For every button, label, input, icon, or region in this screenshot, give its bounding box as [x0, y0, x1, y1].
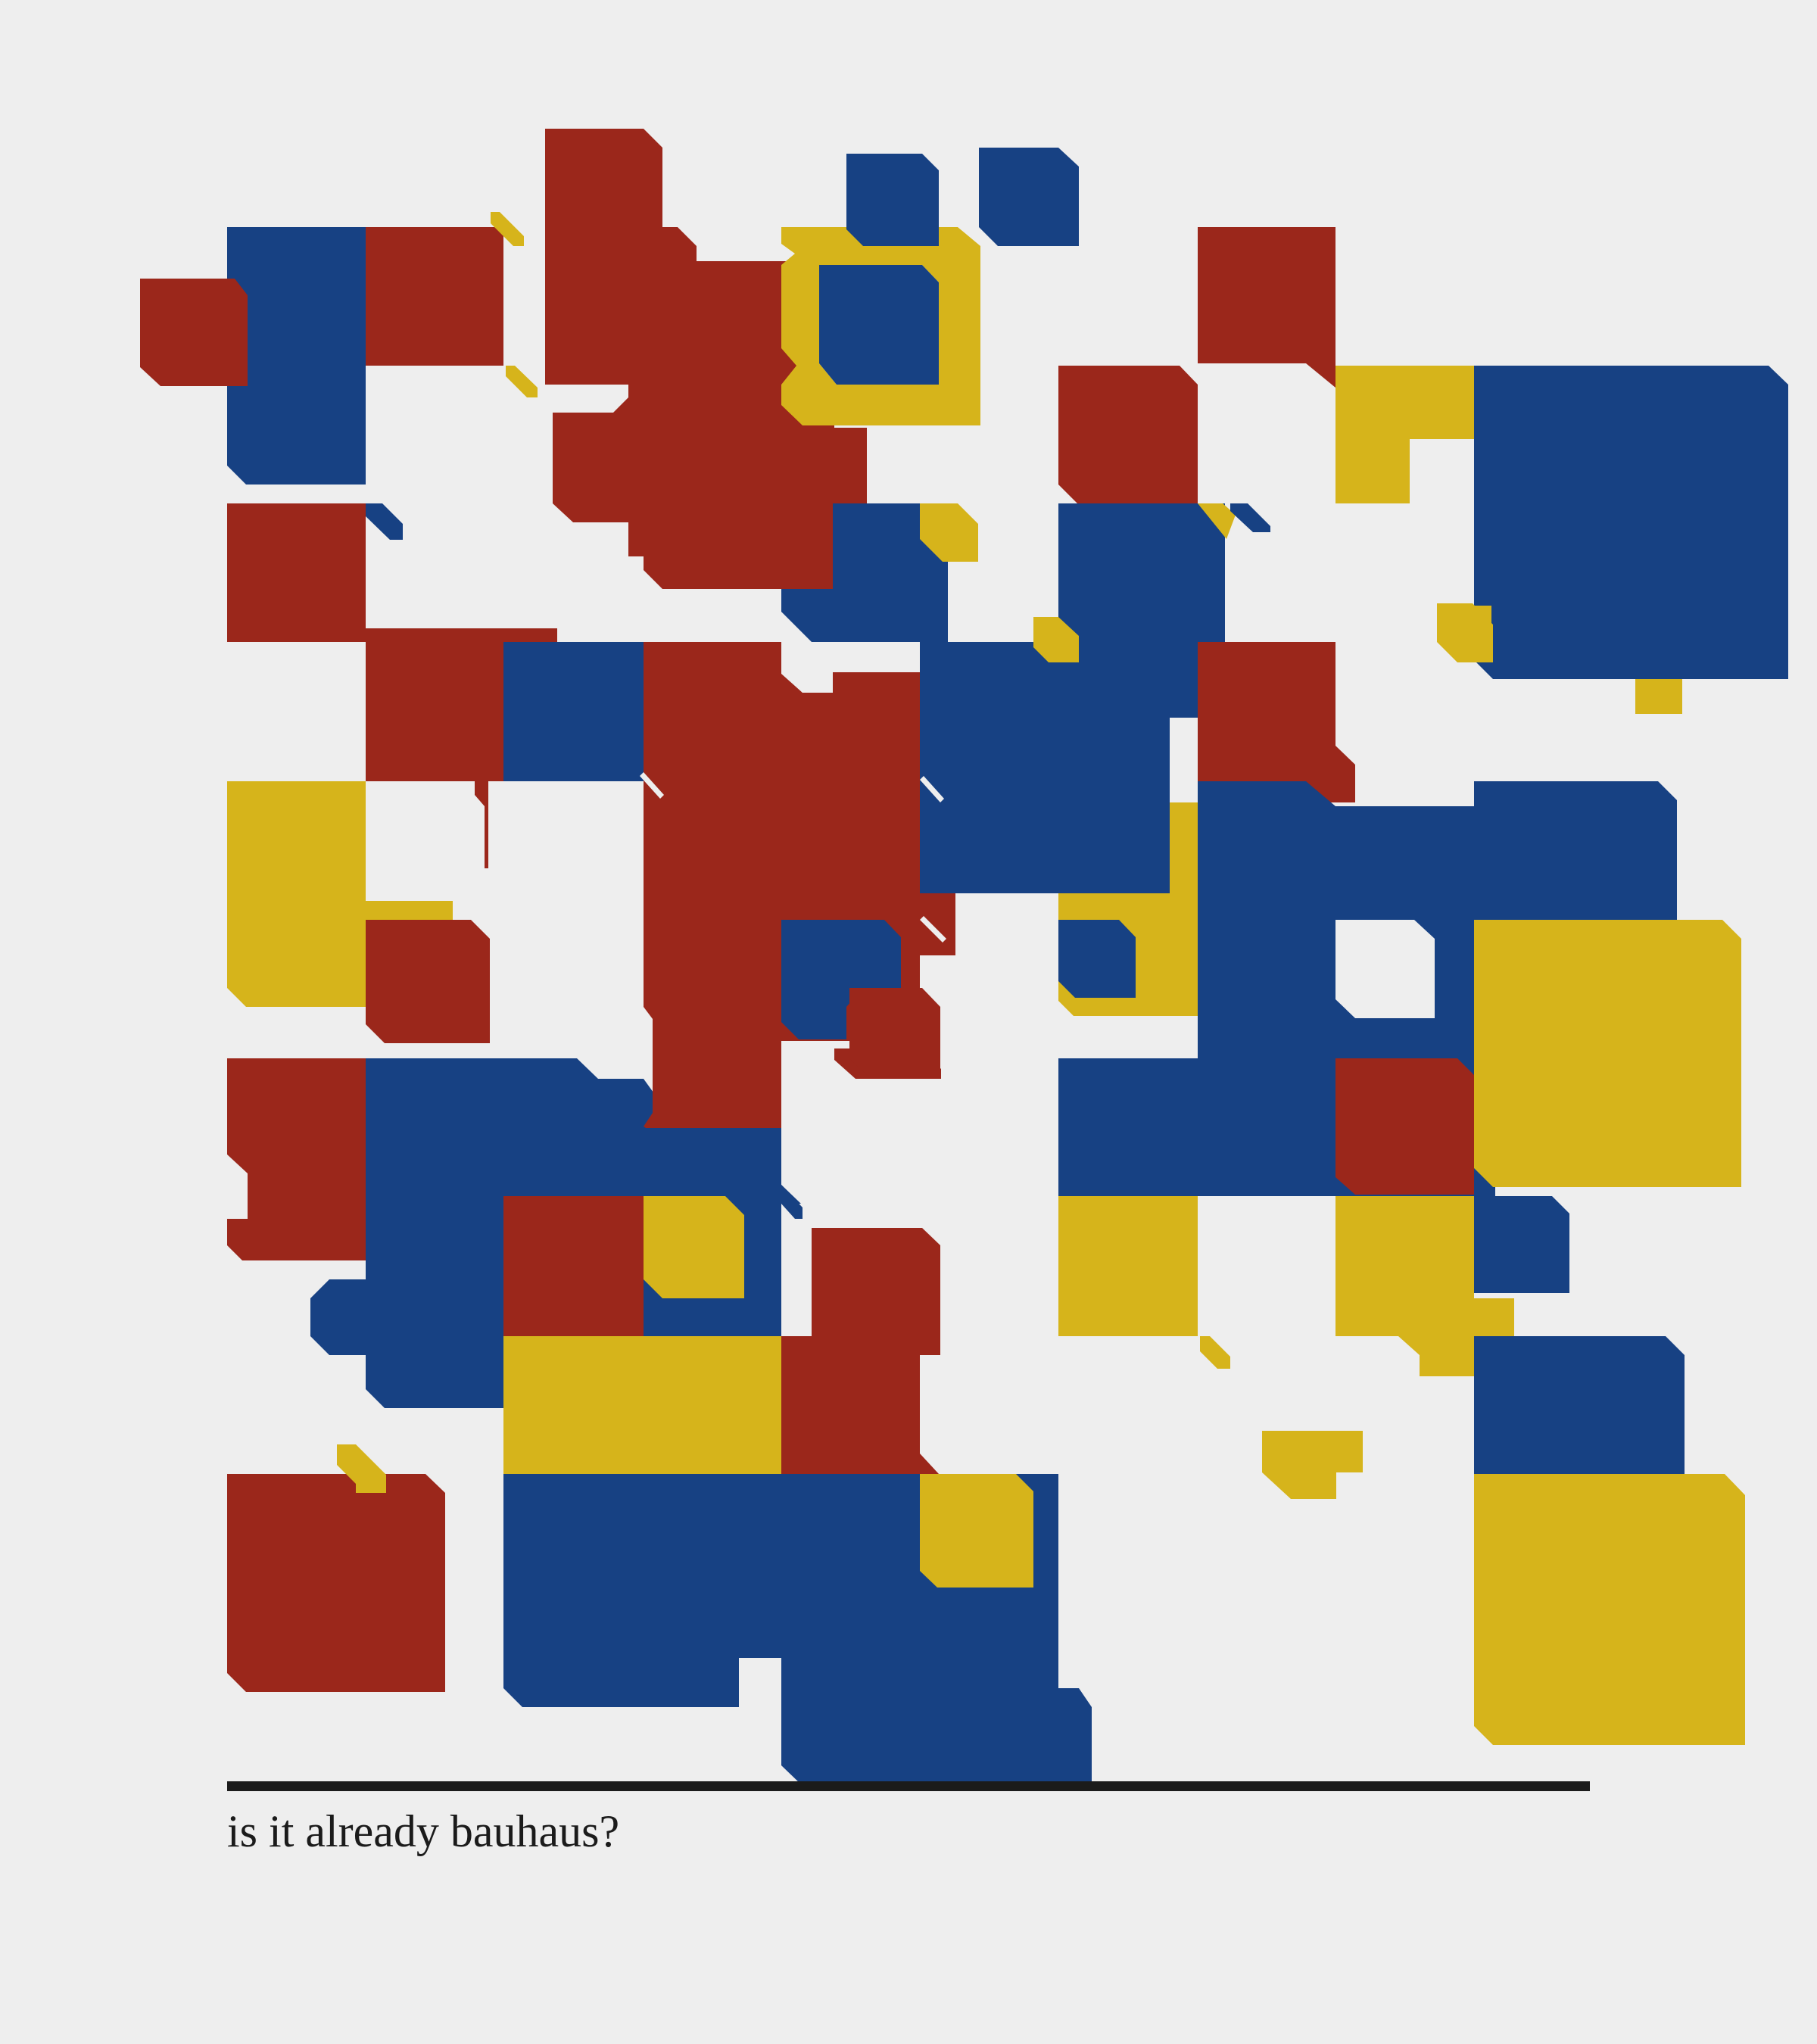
yellow-accent: [920, 503, 978, 562]
red-tile: [227, 1058, 366, 1260]
yellow-tile: [227, 781, 366, 1007]
red-rounded-square: [1335, 1058, 1474, 1195]
red-shape: [644, 642, 955, 1128]
blue-tile: [503, 642, 644, 781]
red-rounded-square: [812, 1228, 940, 1355]
blue-tile: [1474, 366, 1788, 679]
blue-shape: [920, 642, 1196, 893]
red-tile: [781, 1336, 939, 1474]
baseline-rule: [227, 1781, 1590, 1791]
blue-accent: [1230, 503, 1270, 532]
yellow-accent: [1033, 617, 1079, 662]
yellow-tile: [1474, 1474, 1745, 1745]
blue-shape: [781, 920, 901, 1039]
yellow-ring: [781, 227, 980, 425]
negative-space: [640, 772, 664, 799]
negative-space: [1170, 718, 1198, 802]
yellow-tile: [503, 1336, 781, 1474]
overlay-shapes: [140, 129, 1741, 1588]
yellow-tile: [1335, 1196, 1514, 1376]
yellow-rounded-square: [920, 1474, 1033, 1588]
red-tile: [1058, 366, 1198, 503]
accent-marks: [227, 212, 1493, 1493]
negative-space: [1335, 920, 1435, 1018]
yellow-accent: [227, 908, 246, 939]
red-shape: [140, 279, 248, 386]
yellow-shape: [1635, 679, 1682, 714]
yellow-rounded-square: [644, 1196, 744, 1298]
cut-outs: [366, 643, 1435, 1018]
blue-rounded-square: [979, 148, 1079, 246]
yellow-rounded-square: [1474, 920, 1741, 1187]
red-shape: [545, 129, 867, 589]
red-tile: [366, 227, 503, 366]
negative-space: [781, 643, 831, 693]
yellow-accent: [506, 366, 538, 397]
red-rounded-square: [849, 988, 940, 1079]
red-tile: [227, 1474, 445, 1692]
yellow-accent: [1198, 503, 1236, 539]
blue-tile: [1474, 1336, 1685, 1474]
yellow-accent: [491, 212, 524, 246]
red-shape: [503, 1196, 644, 1336]
yellow-accent: [1437, 603, 1493, 662]
yellow-tile: [1058, 1196, 1198, 1336]
blue-tile: [1198, 781, 1677, 920]
negative-space: [920, 916, 946, 943]
blue-rounded-square: [1474, 1196, 1569, 1293]
blue-tile: [227, 227, 366, 485]
blue-rounded-square: [846, 154, 939, 246]
blue-shape: [1058, 920, 1136, 998]
blue-accent: [781, 1185, 803, 1219]
yellow-accent: [337, 1444, 386, 1493]
blue-shape: [717, 1298, 781, 1336]
red-shape: [475, 781, 488, 868]
yellow-accent: [1200, 1336, 1230, 1369]
yellow-tile: [1335, 366, 1474, 503]
red-tile: [1198, 642, 1355, 802]
caption-text: is it already bauhaus?: [227, 1806, 620, 1856]
blue-tile: [1058, 1058, 1335, 1196]
red-tile: [1198, 227, 1335, 388]
red-rounded-square: [366, 920, 490, 1043]
blue-tile: [1058, 503, 1225, 718]
yellow-shape: [1262, 1431, 1363, 1499]
red-tile: [227, 503, 366, 642]
blue-rounded-square: [819, 265, 939, 385]
blue-accent: [366, 503, 403, 540]
negative-space: [366, 878, 382, 901]
negative-space: [920, 776, 944, 802]
